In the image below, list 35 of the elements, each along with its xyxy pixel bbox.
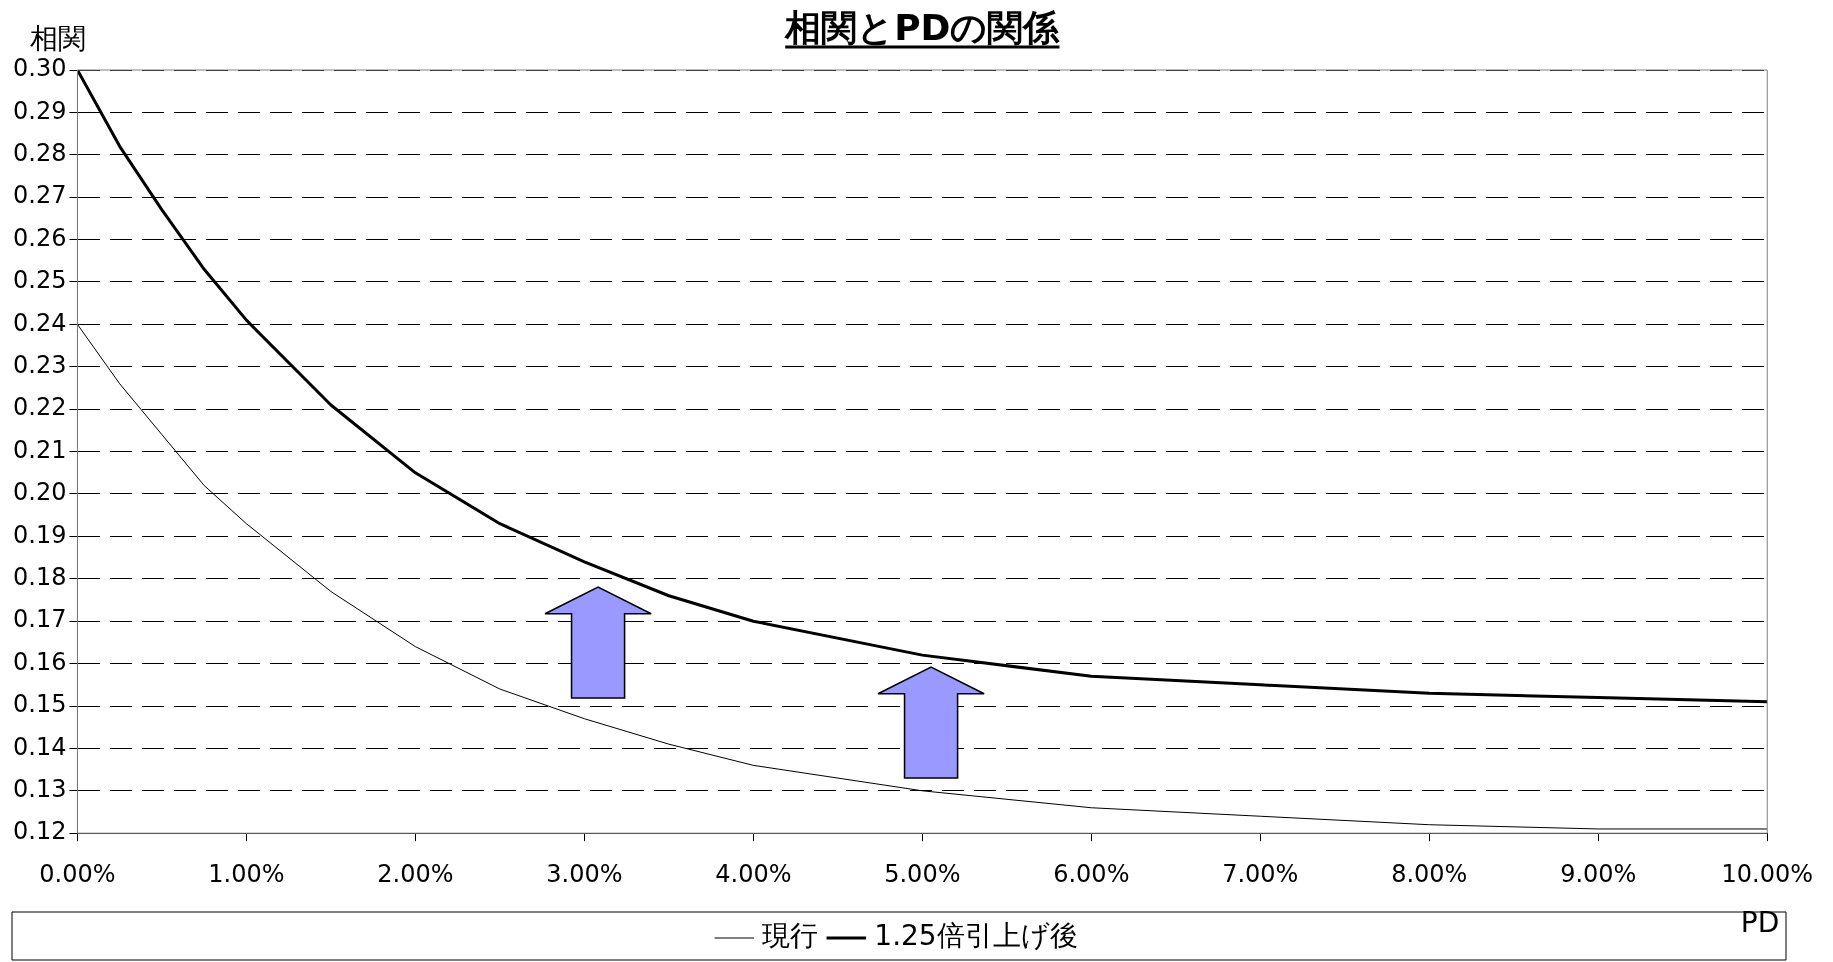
y-tick-label: 0.24 [13, 308, 67, 337]
legend-label: 現行 [762, 919, 819, 953]
y-tick-label: 0.28 [13, 139, 67, 168]
x-tick-label: 8.00% [1391, 859, 1468, 888]
x-tick-label: 10.00% [1721, 859, 1813, 888]
y-tick-label: 0.13 [13, 775, 67, 804]
y-tick-label: 0.12 [13, 817, 67, 846]
legend-label: 1.25倍引上げ後 [874, 919, 1078, 953]
y-tick-label: 0.21 [13, 435, 67, 464]
x-tick-label: 4.00% [715, 859, 792, 888]
chart-title: 相関とPDの関係 [784, 7, 1061, 48]
y-tick-label: 0.26 [13, 223, 67, 252]
y-tick-label: 0.15 [13, 690, 67, 719]
x-tick-label: 7.00% [1222, 859, 1299, 888]
x-tick-label: 5.00% [884, 859, 961, 888]
x-tick-label: 9.00% [1560, 859, 1637, 888]
x-axis-title: PD [1740, 906, 1780, 940]
x-tick-label: 1.00% [208, 859, 285, 888]
y-axis-title: 相関 [30, 22, 86, 55]
y-tick-label: 0.19 [13, 520, 67, 549]
y-tick-label: 0.29 [13, 96, 67, 125]
y-tick-label: 0.17 [13, 605, 67, 634]
x-tick-label: 2.00% [377, 859, 454, 888]
x-tick-label: 0.00% [39, 859, 116, 888]
y-tick-label: 0.27 [13, 181, 67, 210]
y-tick-label: 0.16 [13, 647, 67, 676]
y-tick-label: 0.18 [13, 563, 67, 592]
y-tick-label: 0.14 [13, 732, 67, 761]
y-tick-label: 0.30 [13, 54, 67, 83]
y-tick-label: 0.20 [13, 478, 67, 507]
x-tick-label: 6.00% [1053, 859, 1130, 888]
y-tick-label: 0.25 [13, 266, 67, 295]
x-tick-label: 3.00% [546, 859, 623, 888]
y-tick-label: 0.23 [13, 351, 67, 380]
y-tick-label: 0.22 [13, 393, 67, 422]
